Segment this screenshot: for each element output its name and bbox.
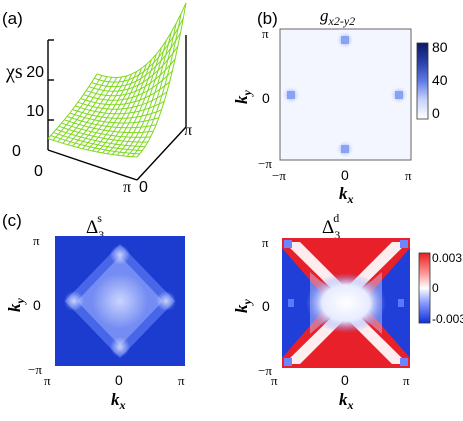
kx-tick-pi-right: π	[403, 373, 410, 388]
ky-tick-pi: π	[33, 233, 40, 248]
title-subscript: x2-y2	[328, 14, 356, 28]
mesh-line-v-14	[85, 58, 176, 97]
gap-function-map	[279, 28, 412, 161]
ky-tick-pi: π	[262, 26, 269, 41]
ky-tick-neg-pi: −π	[28, 362, 42, 377]
z-tick-10: 10	[26, 103, 44, 120]
colorbar-d	[418, 252, 431, 324]
kx-axis-label: kx	[111, 390, 126, 412]
title-g: g	[320, 6, 329, 25]
chi-s-surface-mesh	[47, 2, 187, 158]
panel-c-label: (c)	[2, 211, 22, 230]
panel-c-title: Δ3s	[86, 211, 104, 242]
z-tick-0: 0	[12, 143, 21, 160]
ky-tick-0: 0	[33, 297, 41, 313]
panel-a: (a) χs 20 10 0 0 π 0 π	[2, 2, 192, 196]
kx-tick-0: 0	[341, 372, 349, 388]
ky-tick-0: 0	[262, 298, 270, 314]
panel-d-title: Δ3d	[322, 211, 340, 242]
colorbar-d-tick-pos: 0.003	[432, 251, 462, 265]
chi-s-axis-label: χs	[5, 61, 23, 83]
z-tick-20: 20	[26, 64, 44, 81]
kx-tick-neg-pi: −π	[272, 168, 286, 183]
panel-b-title: gx2-y2	[320, 6, 355, 28]
ky-tick-pi: π	[262, 235, 269, 250]
delta-s-texture	[64, 244, 176, 358]
mesh-line-u-3	[62, 77, 113, 144]
colorbar-b-tick-0: 0	[432, 105, 440, 121]
3d-box-axes	[47, 35, 187, 181]
kx-tick-pi: π	[405, 168, 412, 183]
mesh-line-u-18	[136, 2, 187, 158]
mesh-line-v-15	[88, 46, 179, 92]
mesh-line-v-18	[96, 2, 187, 79]
mesh-line-u-12	[106, 53, 157, 155]
colorbar-b-tick-40: 40	[432, 72, 448, 88]
kx-tick-0: 0	[341, 167, 349, 183]
panel-b: (b) gx2-y2 π 0 −π −π 0 π kx ky 80 40 0	[232, 6, 448, 206]
delta-d-texture	[282, 240, 410, 366]
panel-c: (c) Δ3s π 0 −π π 0 π kx ky	[2, 211, 185, 412]
kx-tick-pi-right: π	[178, 373, 185, 388]
kx-axis-label: kx	[339, 184, 354, 206]
panel-a-label: (a)	[2, 9, 23, 28]
mesh-line-u-17	[131, 13, 182, 158]
colorbar-b	[416, 42, 429, 120]
colorbar-d-tick-0: 0	[432, 281, 439, 295]
ky-tick-0: 0	[262, 90, 270, 106]
gap-peaks	[282, 31, 408, 158]
colorbar-b-tick-80: 80	[432, 39, 448, 55]
kx-axis-label: kx	[339, 390, 354, 412]
panel-d: Δ3d π 0 −π π 0 π kx ky 0.003 0 -0.003	[232, 211, 463, 412]
ky-tick-neg-pi: −π	[258, 363, 272, 378]
kx-tick-0: 0	[115, 372, 123, 388]
ky-tick-neg-pi: −π	[258, 156, 272, 171]
x-tick-0: 0	[34, 163, 43, 180]
mesh-line-v-16	[91, 32, 182, 88]
panel-b-label: (b)	[257, 9, 278, 28]
y-tick-pi: π	[184, 122, 192, 139]
ky-axis-label: ky	[5, 298, 27, 313]
ky-axis-label: ky	[232, 90, 254, 105]
colorbar-d-tick-neg: -0.003	[432, 312, 463, 326]
kx-tick-pi-left: π	[271, 373, 278, 388]
mesh-line-v-17	[94, 17, 184, 83]
mesh-line-u-16	[126, 23, 177, 157]
ky-axis-label: ky	[232, 299, 254, 314]
x-tick-pi: π	[123, 179, 131, 196]
y-tick-0: 0	[139, 179, 148, 196]
kx-tick-pi-left: π	[44, 373, 51, 388]
